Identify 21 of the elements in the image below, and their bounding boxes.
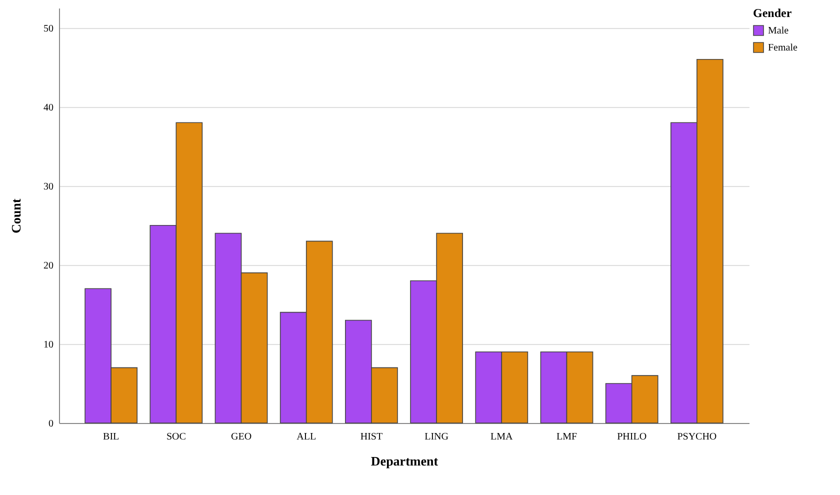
x-tick-label: LMA [490, 432, 514, 442]
x-tick-label: SOC [166, 432, 186, 442]
x-tick-label: BIL [103, 432, 120, 442]
y-tick-label: 40 [44, 102, 54, 114]
y-tick-label: 0 [48, 418, 54, 430]
x-tick-label: LING [424, 432, 448, 442]
legend-label: Female [768, 42, 798, 54]
legend-title: Gender [753, 6, 792, 20]
x-axis-title: Department [370, 454, 439, 468]
x-tick-label: HIST [360, 432, 383, 442]
x-tick-label: PSYCHO [677, 432, 717, 442]
y-tick-label: 10 [44, 339, 54, 350]
legend-label: Male [768, 26, 790, 36]
y-tick-label: 50 [44, 23, 54, 34]
x-tick-label: GEO [230, 432, 252, 442]
y-tick-label: 20 [44, 260, 54, 272]
x-tick-label: ALL [296, 432, 316, 442]
x-tick-label: LMF [556, 432, 578, 442]
x-tick-label: PHILO [617, 432, 647, 442]
y-tick-label: 30 [44, 181, 54, 192]
y-axis-title: Count [8, 198, 24, 234]
